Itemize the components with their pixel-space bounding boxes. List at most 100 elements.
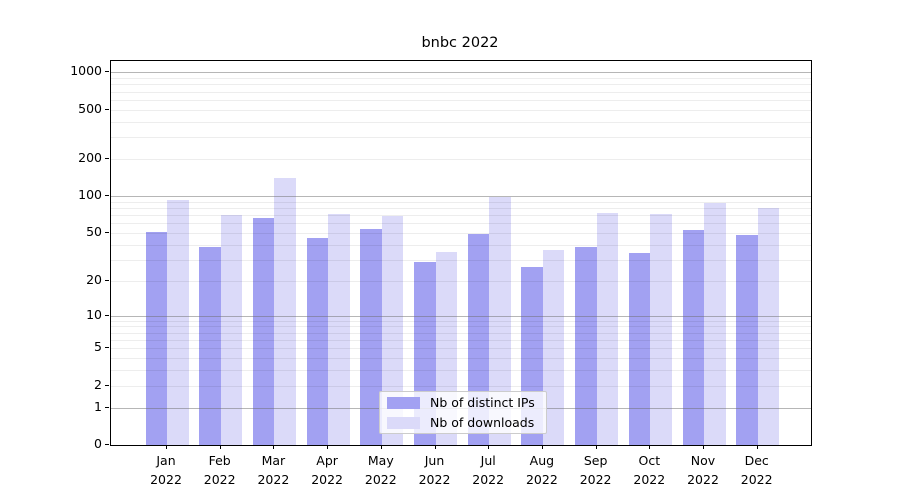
minor-gridline	[111, 109, 811, 111]
year-label: 2022	[364, 472, 397, 487]
x-tick-label-jun: Jun 2022	[408, 451, 462, 489]
y-tick-label: 500	[78, 100, 102, 116]
x-tick-mark	[541, 445, 543, 449]
minor-gridline	[111, 280, 811, 282]
minor-gridline	[111, 332, 811, 334]
x-tick-label-feb: Feb 2022	[193, 451, 247, 489]
bar-downloads-dec	[757, 207, 780, 445]
month-label: May	[367, 453, 394, 468]
x-tick-mark	[380, 445, 382, 449]
bar-distinct-ips-apr	[306, 238, 329, 445]
y-tick-label: 200	[78, 149, 102, 165]
month-label: Jun	[424, 453, 445, 468]
y-tick-label: 5	[94, 339, 102, 355]
minor-gridline	[111, 207, 811, 209]
x-tick-mark	[488, 445, 490, 449]
y-tick-mark	[105, 347, 109, 349]
minor-gridline	[111, 201, 811, 203]
year-label: 2022	[257, 472, 290, 487]
month-label: Jul	[480, 453, 496, 468]
y-tick-label: 50	[86, 223, 102, 239]
month-label: Nov	[690, 453, 716, 468]
y-tick-label: 1	[94, 398, 102, 414]
x-tick-label-oct: Oct 2022	[622, 451, 676, 489]
y-tick-label: 1000	[70, 63, 102, 79]
x-tick-mark	[649, 445, 651, 449]
major-gridline	[111, 72, 811, 74]
minor-gridline	[111, 223, 811, 225]
minor-gridline	[111, 326, 811, 328]
y-tick-label: 20	[86, 271, 102, 287]
legend-swatch-icon	[387, 396, 420, 409]
y-tick-mark	[105, 279, 109, 281]
major-gridline	[111, 315, 811, 317]
bar-distinct-ips-sep	[575, 247, 597, 445]
x-tick-label-jan: Jan 2022	[139, 451, 193, 489]
bar-downloads-jul	[489, 196, 511, 445]
year-label: 2022	[740, 472, 773, 487]
bar-distinct-ips-nov	[682, 229, 704, 445]
y-tick-mark	[105, 71, 109, 73]
y-tick-label: 10	[86, 306, 102, 322]
minor-gridline	[111, 158, 811, 160]
minor-gridline	[111, 121, 811, 123]
x-tick-mark	[434, 445, 436, 449]
x-tick-label-jul: Jul 2022	[461, 451, 515, 489]
minor-gridline	[111, 244, 811, 246]
legend-item-downloads: Nb of downloads	[387, 415, 539, 430]
bar-distinct-ips-jan	[145, 231, 167, 445]
year-label: 2022	[311, 472, 343, 487]
y-tick-mark	[105, 195, 109, 197]
year-label: 2022	[633, 472, 666, 487]
year-label: 2022	[150, 472, 182, 487]
x-tick-mark	[756, 445, 758, 449]
minor-gridline	[111, 91, 811, 93]
x-tick-label-may: May 2022	[354, 451, 408, 489]
minor-gridline	[111, 259, 811, 261]
bar-downloads-feb	[220, 215, 243, 445]
x-tick-label-aug: Aug 2022	[515, 451, 569, 489]
plot-area	[110, 60, 812, 446]
x-tick-label-nov: Nov 2022	[676, 451, 730, 489]
x-tick-mark	[703, 445, 704, 449]
bar-downloads-sep	[596, 212, 619, 445]
bar-downloads-nov	[704, 202, 726, 445]
bar-downloads-mar	[274, 178, 296, 445]
x-tick-mark	[327, 445, 329, 449]
minor-gridline	[111, 137, 811, 139]
minor-gridline	[111, 348, 811, 350]
y-tick-mark	[105, 157, 109, 159]
y-tick-mark	[105, 384, 109, 386]
y-tick-label: 0	[94, 436, 102, 451]
month-label: Aug	[529, 453, 555, 468]
y-tick-mark	[105, 108, 109, 110]
minor-gridline	[111, 385, 811, 387]
legend-swatch-icon	[387, 416, 420, 429]
bar-downloads-aug	[542, 250, 565, 445]
minor-gridline	[111, 99, 811, 101]
month-label: Mar	[261, 453, 286, 468]
minor-gridline	[111, 77, 811, 79]
bar-downloads-apr	[328, 213, 350, 445]
x-tick-label-sep: Sep 2022	[569, 451, 623, 489]
x-tick-mark	[219, 445, 221, 449]
bar-distinct-ips-feb	[199, 247, 221, 445]
x-tick-label-dec: Dec 2022	[730, 451, 784, 489]
legend-item-distinct-ips: Nb of distinct IPs	[387, 395, 539, 410]
month-label: Dec	[744, 453, 769, 468]
bar-distinct-ips-mar	[252, 218, 275, 445]
legend-label: Nb of distinct IPs	[430, 395, 535, 410]
minor-gridline	[111, 215, 811, 217]
minor-gridline	[111, 320, 811, 322]
year-label: 2022	[472, 472, 505, 487]
bar-downloads-oct	[650, 214, 672, 445]
x-tick-mark	[595, 445, 597, 449]
minor-gridline	[111, 232, 811, 234]
legend-label: Nb of downloads	[430, 415, 535, 430]
major-gridline	[111, 196, 811, 198]
minor-gridline	[111, 370, 811, 372]
year-label: 2022	[203, 472, 236, 487]
minor-gridline	[111, 84, 811, 86]
year-label: 2022	[525, 472, 558, 487]
